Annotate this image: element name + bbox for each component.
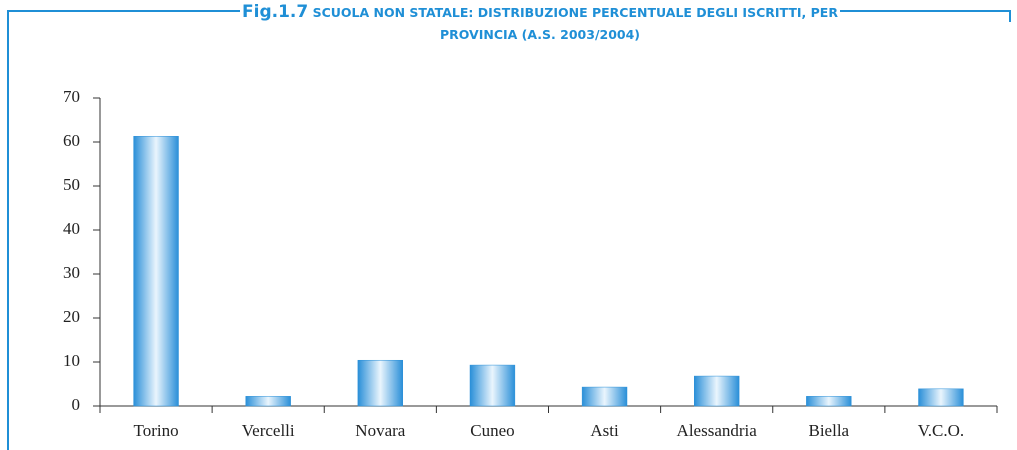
bar bbox=[469, 364, 516, 407]
bar bbox=[133, 136, 179, 407]
bar bbox=[806, 396, 852, 407]
y-tick-label: 60 bbox=[63, 131, 80, 150]
bar bbox=[581, 386, 628, 407]
x-tick-label: Novara bbox=[355, 421, 405, 440]
bar bbox=[918, 388, 964, 407]
y-tick-label: 0 bbox=[72, 395, 81, 414]
bar bbox=[245, 396, 291, 407]
figure-label: Fig.1.7 bbox=[242, 2, 309, 22]
y-tick-label: 30 bbox=[63, 263, 80, 282]
y-tick-label: 40 bbox=[63, 219, 80, 238]
x-tick-label: Asti bbox=[590, 421, 619, 440]
y-tick-label: 70 bbox=[63, 87, 80, 106]
x-tick-label: Vercelli bbox=[242, 421, 295, 440]
x-tick-label: Alessandria bbox=[677, 421, 758, 440]
y-tick-label: 50 bbox=[63, 175, 80, 194]
bar bbox=[357, 359, 403, 407]
x-tick-label: Torino bbox=[134, 421, 179, 440]
x-tick-label: V.C.O. bbox=[918, 421, 964, 440]
chart-title: Fig.1.7 SCUOLA NON STATALE: DISTRIBUZION… bbox=[240, 1, 840, 46]
bar bbox=[694, 375, 740, 407]
y-tick-label: 10 bbox=[63, 351, 80, 370]
x-tick-label: Cuneo bbox=[470, 421, 514, 440]
title-text: SCUOLA NON STATALE: DISTRIBUZIONE PERCEN… bbox=[312, 5, 838, 42]
x-tick-label: Biella bbox=[809, 421, 850, 440]
y-tick-label: 20 bbox=[63, 307, 80, 326]
